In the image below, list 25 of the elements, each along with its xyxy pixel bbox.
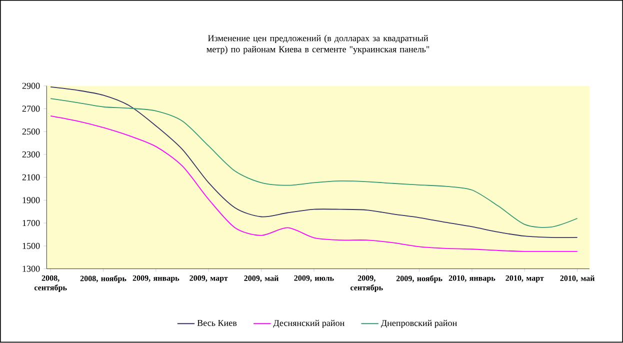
x-tick-label: 2010, январь bbox=[448, 276, 496, 283]
y-tick-label: 1500 bbox=[22, 243, 40, 250]
y-tick-label: 1900 bbox=[22, 197, 40, 204]
legend-label: Днепровский район bbox=[380, 320, 457, 328]
legend-label: Деснянский район bbox=[273, 320, 344, 328]
x-tick-label: 2009, январь bbox=[132, 276, 180, 283]
line-series bbox=[50, 116, 578, 252]
x-tick-label: 2010, март bbox=[506, 276, 544, 283]
x-tick-label: 2008, сентябрь bbox=[34, 276, 67, 292]
y-tick-label: 1700 bbox=[22, 220, 40, 226]
x-tick-label: 2008, ноябрь bbox=[80, 276, 126, 284]
x-tick-label: 2010, май bbox=[560, 276, 595, 282]
legend-label: Весь Киев bbox=[197, 320, 237, 326]
x-tick-label: 2009, сентябрь bbox=[350, 276, 383, 292]
y-tick-label: 2100 bbox=[22, 174, 40, 181]
y-tick-label: 1300 bbox=[22, 266, 40, 272]
x-tick-label: 2009, ноябрь bbox=[396, 276, 442, 284]
y-tick-label: 2900 bbox=[22, 83, 40, 90]
x-tick-label: 2009, июль bbox=[294, 276, 334, 282]
x-tick-label: 2009, март bbox=[190, 276, 228, 283]
chart-title: Изменение цен предложений (в долларах за квадратный метр) по районам Киева в сегменте "украинская панель" bbox=[206, 35, 430, 54]
y-tick-label: 2300 bbox=[22, 152, 40, 158]
y-tick-label: 2500 bbox=[22, 128, 40, 135]
y-tick-label: 2700 bbox=[22, 106, 40, 112]
x-tick-label: 2009, май bbox=[244, 276, 278, 282]
